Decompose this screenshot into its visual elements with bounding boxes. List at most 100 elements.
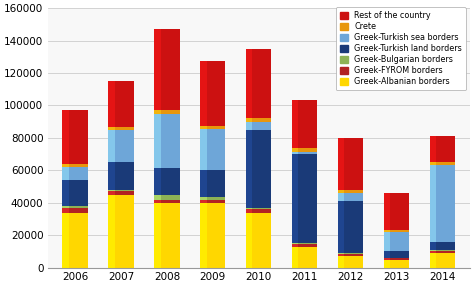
Bar [292, 152, 317, 154]
Bar [109, 81, 115, 127]
Bar [155, 114, 161, 168]
Bar [63, 167, 88, 180]
Bar [338, 193, 363, 201]
Bar [155, 203, 161, 268]
Bar [109, 162, 134, 190]
Bar [384, 260, 409, 268]
Bar [338, 138, 363, 190]
Bar [200, 61, 226, 126]
Bar [246, 212, 252, 268]
Bar [109, 190, 134, 191]
Bar [109, 130, 134, 162]
Bar [292, 243, 298, 244]
Bar [200, 170, 207, 197]
Bar [109, 191, 115, 195]
Bar [246, 212, 271, 268]
Bar [292, 243, 317, 244]
Bar [384, 230, 409, 232]
Bar [155, 196, 180, 200]
Bar [200, 200, 226, 203]
Bar [429, 250, 436, 251]
Bar [200, 203, 207, 268]
Bar [155, 29, 180, 110]
Bar [200, 126, 226, 129]
Bar [384, 260, 390, 268]
Bar [200, 203, 226, 268]
Bar [155, 168, 161, 196]
Bar [338, 254, 363, 256]
Bar [384, 251, 409, 258]
Bar [429, 251, 436, 253]
Bar [292, 247, 317, 268]
Bar [109, 130, 115, 162]
Bar [429, 253, 436, 268]
Bar [292, 154, 317, 243]
Bar [246, 209, 271, 212]
Bar [384, 258, 390, 260]
Bar [246, 208, 271, 209]
Bar [246, 208, 252, 209]
Bar [292, 148, 298, 152]
Bar [338, 253, 363, 254]
Bar [292, 100, 298, 148]
Bar [63, 208, 88, 212]
Bar [429, 162, 436, 166]
Bar [246, 209, 252, 212]
Bar [200, 170, 226, 197]
Bar [384, 193, 409, 230]
Bar [63, 167, 69, 180]
Bar [63, 180, 69, 206]
Bar [63, 164, 69, 167]
Bar [155, 200, 161, 203]
Bar [429, 253, 455, 268]
Bar [63, 208, 69, 212]
Bar [155, 29, 161, 110]
Bar [109, 127, 134, 130]
Bar [200, 126, 207, 129]
Bar [429, 166, 436, 242]
Bar [429, 136, 436, 162]
Bar [63, 110, 69, 164]
Bar [292, 244, 298, 247]
Bar [109, 190, 115, 191]
Bar [429, 242, 455, 250]
Bar [338, 253, 344, 254]
Bar [200, 197, 226, 200]
Legend: Rest of the country, Crete, Greek-Turkish sea borders, Greek-Turkish land border: Rest of the country, Crete, Greek-Turkis… [336, 7, 466, 90]
Bar [338, 256, 363, 268]
Bar [63, 180, 88, 206]
Bar [246, 130, 252, 208]
Bar [155, 110, 161, 114]
Bar [384, 232, 409, 251]
Bar [384, 251, 390, 258]
Bar [429, 251, 455, 253]
Bar [292, 247, 298, 268]
Bar [384, 258, 409, 260]
Bar [109, 162, 115, 190]
Bar [155, 200, 180, 203]
Bar [246, 122, 252, 130]
Bar [292, 100, 317, 148]
Bar [200, 197, 207, 200]
Bar [292, 154, 298, 243]
Bar [338, 190, 344, 193]
Bar [246, 130, 271, 208]
Bar [155, 203, 180, 268]
Bar [155, 168, 180, 196]
Bar [200, 200, 207, 203]
Bar [338, 256, 344, 268]
Bar [429, 166, 455, 242]
Bar [292, 244, 317, 247]
Bar [246, 49, 252, 118]
Bar [155, 114, 180, 168]
Bar [109, 195, 115, 268]
Bar [63, 206, 88, 208]
Bar [338, 201, 363, 253]
Bar [63, 212, 69, 268]
Bar [429, 242, 436, 250]
Bar [338, 193, 344, 201]
Bar [384, 230, 390, 232]
Bar [338, 201, 344, 253]
Bar [109, 195, 134, 268]
Bar [292, 152, 298, 154]
